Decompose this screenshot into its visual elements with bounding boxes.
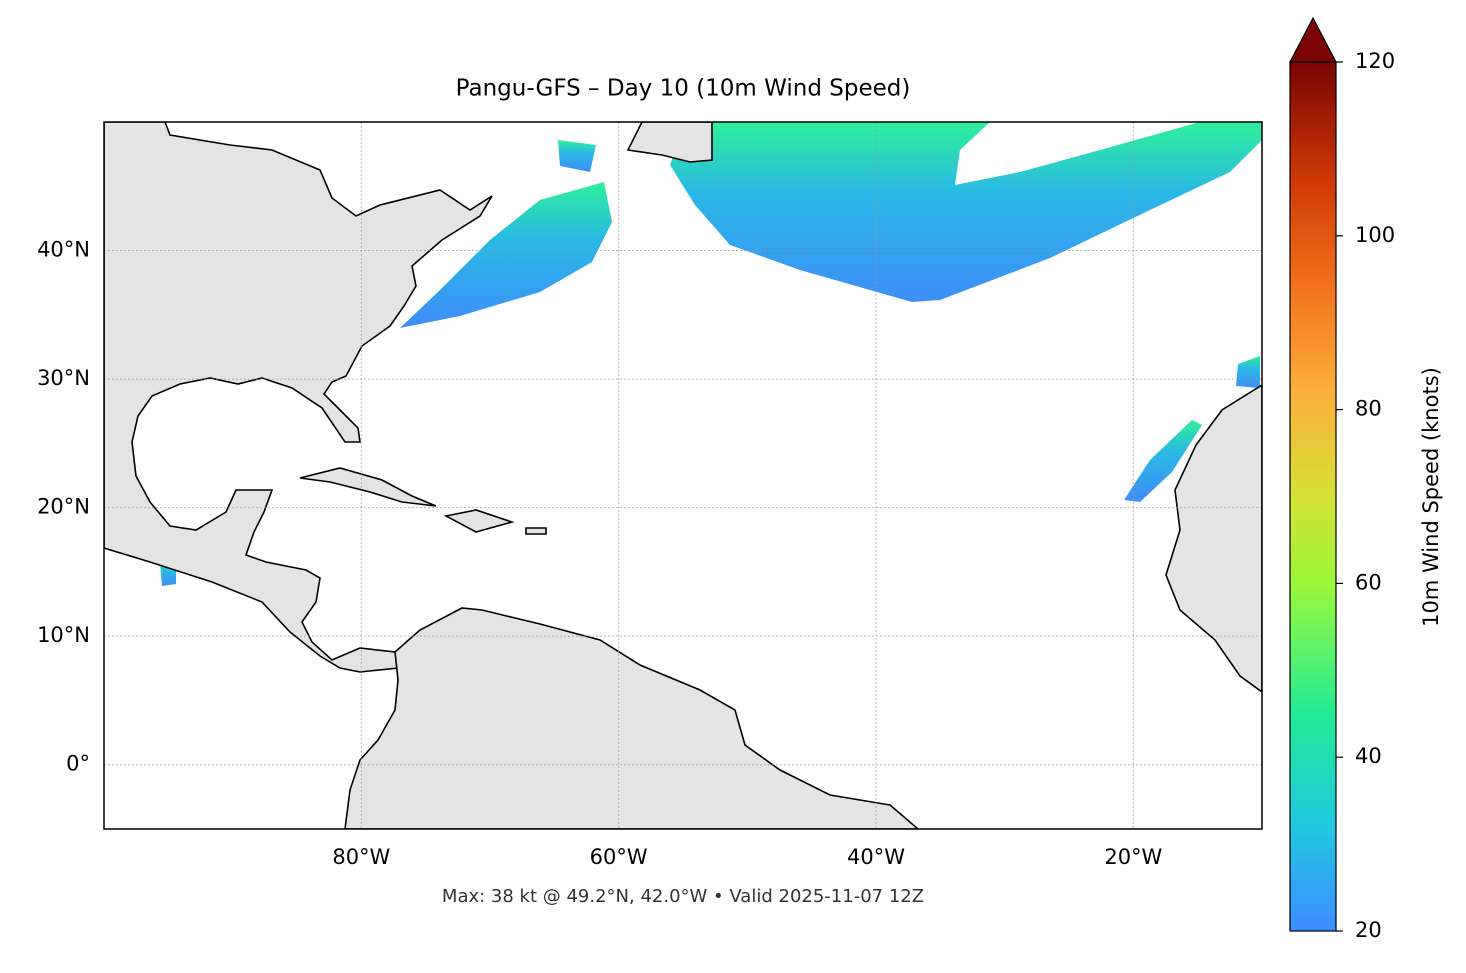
colorbar-extend bbox=[1289, 16, 1337, 63]
colorbar-tick-label: 80 bbox=[1355, 397, 1382, 421]
colorbar-tick-label: 60 bbox=[1355, 570, 1382, 594]
colorbar-tick-label: 100 bbox=[1355, 223, 1395, 247]
land bbox=[299, 467, 437, 507]
wind-field bbox=[400, 182, 612, 328]
y-tick-label: 40°N bbox=[37, 238, 90, 262]
land bbox=[104, 122, 493, 673]
wind-field bbox=[670, 122, 1262, 302]
land bbox=[525, 527, 547, 535]
map-title: Pangu-GFS – Day 10 (10m Wind Speed) bbox=[456, 76, 911, 102]
x-tick-label: 40°W bbox=[847, 845, 905, 869]
colorbar bbox=[1289, 61, 1337, 932]
map-frame bbox=[103, 121, 1263, 830]
footnote: Max: 38 kt @ 49.2°N, 42.0°W • Valid 2025… bbox=[442, 886, 924, 907]
wind-field bbox=[1236, 356, 1260, 388]
colorbar-tick-label: 20 bbox=[1355, 918, 1382, 942]
land bbox=[626, 122, 713, 163]
y-tick-label: 20°N bbox=[37, 495, 90, 519]
x-tick-label: 20°W bbox=[1104, 845, 1162, 869]
wind-field bbox=[1124, 420, 1202, 502]
y-tick-label: 0° bbox=[66, 752, 90, 776]
wind-field bbox=[558, 140, 596, 172]
map-area bbox=[104, 122, 1262, 829]
land bbox=[344, 607, 920, 829]
land bbox=[443, 509, 515, 533]
colorbar-tick-label: 120 bbox=[1355, 49, 1395, 73]
x-tick-label: 60°W bbox=[590, 845, 648, 869]
y-tick-label: 30°N bbox=[37, 366, 90, 390]
colorbar-label: 10m Wind Speed (knots) bbox=[1419, 367, 1443, 627]
x-tick-label: 80°W bbox=[332, 845, 390, 869]
y-tick-label: 10°N bbox=[37, 623, 90, 647]
land bbox=[1165, 384, 1262, 693]
colorbar-tick-label: 40 bbox=[1355, 744, 1382, 768]
